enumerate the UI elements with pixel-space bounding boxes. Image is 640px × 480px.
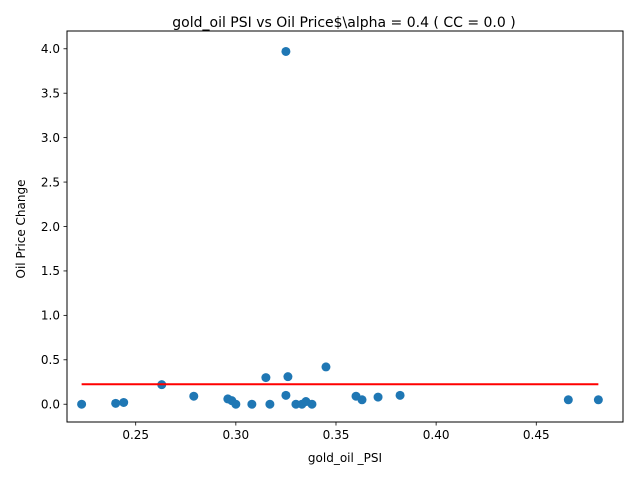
x-axis-ticks: 0.25 0.30 0.35 0.40 0.45 xyxy=(122,422,550,442)
y-tick-label: 2.0 xyxy=(41,220,60,234)
y-tick-label: 3.5 xyxy=(41,87,60,101)
data-point xyxy=(265,399,275,409)
plot-area xyxy=(66,30,624,423)
data-point xyxy=(321,362,331,372)
data-marks xyxy=(77,46,603,409)
data-point xyxy=(189,391,199,401)
data-point xyxy=(373,392,383,402)
x-axis-label: gold_oil _PSI xyxy=(308,451,382,465)
data-point xyxy=(77,399,87,409)
y-axis-ticks: 0.0 0.5 1.0 1.5 2.0 2.5 3.0 3.5 4.0 xyxy=(41,42,67,412)
y-tick-label: 2.5 xyxy=(41,175,60,189)
y-tick-label: 0.0 xyxy=(41,398,60,412)
x-tick-label: 0.30 xyxy=(222,428,249,442)
x-tick-label: 0.40 xyxy=(423,428,450,442)
x-tick-label: 0.45 xyxy=(523,428,550,442)
data-point xyxy=(247,399,257,409)
data-point xyxy=(261,373,271,383)
data-point xyxy=(593,395,603,405)
data-point xyxy=(357,395,367,405)
data-point xyxy=(563,395,573,405)
y-tick-label: 3.0 xyxy=(41,131,60,145)
x-tick-label: 0.35 xyxy=(323,428,350,442)
data-point xyxy=(281,46,291,56)
data-point xyxy=(231,399,241,409)
data-point xyxy=(281,390,291,400)
data-point xyxy=(283,372,293,382)
y-tick-label: 1.5 xyxy=(41,264,60,278)
y-tick-label: 1.0 xyxy=(41,309,60,323)
data-point xyxy=(119,397,129,407)
y-tick-label: 0.5 xyxy=(41,353,60,367)
x-tick-label: 0.25 xyxy=(122,428,149,442)
data-point xyxy=(111,398,121,408)
y-axis-label: Oil Price Change xyxy=(14,180,28,279)
data-point xyxy=(307,399,317,409)
chart-title: gold_oil PSI vs Oil Price$\alpha = 0.4 (… xyxy=(172,15,515,31)
y-tick-label: 4.0 xyxy=(41,42,60,56)
data-point xyxy=(395,390,405,400)
